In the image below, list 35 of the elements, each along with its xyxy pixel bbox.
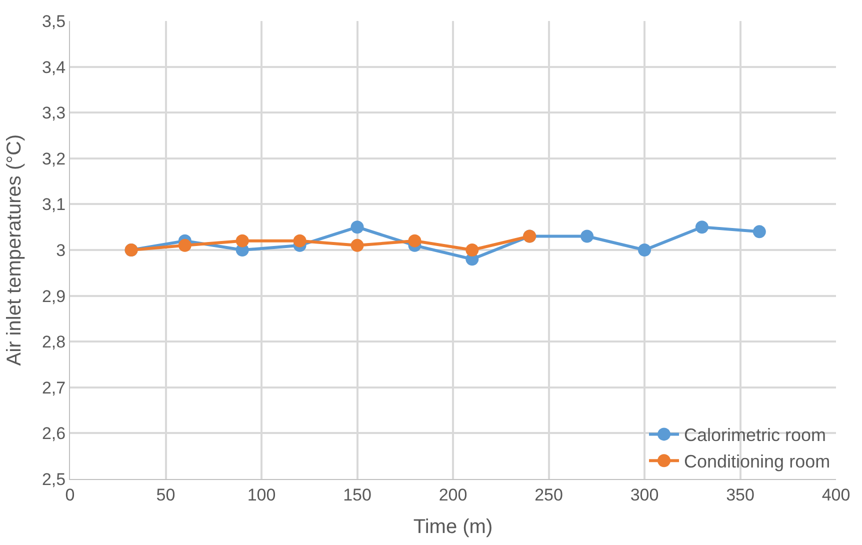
point xyxy=(350,238,364,252)
x-tick-label: 300 xyxy=(630,485,659,504)
point xyxy=(580,230,594,243)
y-tick-label: 3,2 xyxy=(42,149,66,168)
y-tick-label: 2,5 xyxy=(42,470,66,489)
y-axis-title: Air inlet temperatures (°C) xyxy=(3,134,26,366)
x-tick-label: 150 xyxy=(343,485,372,504)
x-tick-label: 400 xyxy=(822,485,850,504)
x-tick-label: 50 xyxy=(156,485,176,504)
legend-label: Conditioning room xyxy=(684,452,830,472)
point xyxy=(293,234,306,248)
x-tick-label: 200 xyxy=(438,485,468,504)
point xyxy=(638,244,651,256)
y-tick-label: 3,4 xyxy=(42,58,66,77)
y-tick-label: 2,6 xyxy=(42,424,66,444)
point xyxy=(408,234,422,248)
y-tick-label: 3 xyxy=(56,240,66,260)
y-tick-label: 3,3 xyxy=(42,104,66,123)
point xyxy=(350,220,364,234)
point xyxy=(178,238,192,252)
point xyxy=(695,220,708,234)
point xyxy=(466,244,479,256)
x-tick-label: 250 xyxy=(534,485,563,504)
y-tick-label: 2,8 xyxy=(42,332,66,352)
y-tick-label: 2,9 xyxy=(42,286,66,306)
y-tick-label: 3,1 xyxy=(42,195,66,214)
x-tick-label: 0 xyxy=(65,485,75,504)
y-tick-label: 2,7 xyxy=(42,378,66,398)
x-tick-label: 350 xyxy=(726,485,754,504)
point xyxy=(236,234,249,248)
y-tick-label: 3,5 xyxy=(42,12,66,31)
x-axis-title: Time (m) xyxy=(413,516,493,538)
point xyxy=(752,225,766,238)
x-tick-label: 100 xyxy=(247,485,276,504)
legend-label: Calorimetric room xyxy=(684,425,826,446)
